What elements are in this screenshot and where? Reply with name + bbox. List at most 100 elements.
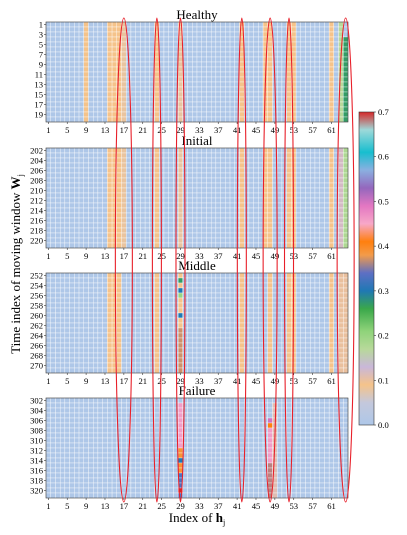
heatmap-cell: [187, 51, 193, 58]
heatmap-cell: [225, 51, 231, 58]
heatmap-cell: [295, 242, 301, 249]
heatmap-cell: [286, 337, 292, 344]
heatmap-cell: [314, 427, 320, 434]
heatmap-cell: [305, 46, 311, 53]
heatmap-cell: [305, 297, 311, 304]
heatmap-cell: [248, 447, 254, 454]
heatmap-cell: [201, 367, 207, 374]
heatmap-cell: [50, 222, 56, 229]
heatmap-cell: [55, 397, 61, 404]
heatmap-cell: [286, 192, 292, 199]
heatmap-cell: [286, 71, 292, 78]
heatmap-cell: [201, 31, 207, 38]
heatmap-cell: [305, 277, 311, 284]
heatmap-cell: [135, 71, 141, 78]
heatmap-cell: [192, 407, 198, 414]
heatmap-cell: [210, 452, 217, 459]
heatmap-cell: [168, 227, 174, 234]
heatmap-cell: [328, 422, 335, 429]
heatmap-cell: [74, 327, 80, 334]
heatmap-cell: [50, 362, 56, 369]
heatmap-cell: [253, 116, 259, 123]
heatmap-cell: [328, 277, 335, 284]
heatmap-cell: [126, 222, 132, 229]
heatmap-cell: [295, 407, 301, 414]
heatmap-cell: [328, 302, 335, 309]
y-tick-label: 212: [30, 196, 43, 206]
heatmap-cell: [154, 86, 160, 93]
heatmap-cell: [295, 21, 301, 28]
heatmap-cell: [88, 197, 94, 204]
heatmap-cell: [319, 367, 325, 374]
heatmap-cell: [225, 412, 231, 419]
heatmap-cell: [74, 272, 80, 279]
heatmap-cell: [55, 317, 61, 324]
heatmap-cell: [239, 437, 245, 444]
heatmap-cell: [286, 152, 292, 159]
heatmap-cell: [210, 432, 217, 439]
heatmap-cell: [267, 407, 273, 414]
heatmap-cell: [163, 417, 169, 424]
heatmap-cell: [177, 422, 184, 429]
heatmap-cell: [324, 327, 330, 334]
heatmap-cell: [210, 182, 217, 189]
heatmap-cell: [258, 96, 264, 103]
heatmap-cell: [107, 232, 113, 239]
heatmap-cell: [220, 81, 226, 88]
heatmap-cell: [225, 317, 231, 324]
heatmap-cell: [163, 217, 169, 224]
heatmap-cell: [267, 187, 273, 194]
heatmap-cell: [144, 192, 150, 199]
heatmap-cell: [64, 457, 70, 464]
heatmap-cell: [59, 242, 66, 249]
heatmap-cell: [187, 227, 193, 234]
heatmap-cell: [258, 297, 264, 304]
heatmap-cell: [97, 427, 103, 434]
heatmap-cell: [220, 322, 226, 329]
heatmap-cell: [338, 172, 344, 179]
heatmap-cell: [59, 106, 66, 113]
heatmap-cell: [192, 61, 198, 68]
heatmap-cell: [201, 76, 207, 83]
heatmap-cell: [324, 297, 330, 304]
heatmap-cell: [220, 101, 226, 108]
heatmap-cell: [107, 86, 113, 93]
heatmap-cell: [55, 71, 61, 78]
heatmap-cell: [135, 217, 141, 224]
heatmap-cell: [248, 272, 254, 279]
heatmap-cell: [239, 86, 245, 93]
heatmap-cell: [130, 106, 136, 113]
heatmap-cell: [168, 397, 174, 404]
heatmap-cell: [239, 277, 245, 284]
heatmap-cell: [45, 237, 51, 244]
y-tick-label: 256: [30, 291, 44, 301]
heatmap-cell: [239, 322, 245, 329]
heatmap-cell: [154, 81, 160, 88]
heatmap-cell: [154, 302, 160, 309]
heatmap-cell: [45, 412, 51, 419]
heatmap-cell: [239, 51, 245, 58]
y-tick-label: 218: [30, 226, 43, 236]
heatmap-cell: [210, 61, 217, 68]
heatmap-cell: [173, 26, 179, 33]
heatmap-cell: [267, 31, 273, 38]
heatmap-cell: [163, 222, 169, 229]
heatmap-cell: [201, 227, 207, 234]
heatmap-cell: [253, 167, 259, 174]
heatmap-cell: [135, 272, 141, 279]
heatmap-cell: [126, 172, 132, 179]
heatmap-cell: [229, 442, 235, 449]
heatmap-cell: [64, 172, 70, 179]
heatmap-cell: [69, 472, 75, 479]
heatmap-cell: [201, 327, 207, 334]
heatmap-cell: [111, 46, 117, 53]
heatmap-cell: [215, 212, 221, 219]
heatmap-cell: [328, 357, 335, 364]
heatmap-cell: [244, 26, 250, 33]
heatmap-cell: [324, 312, 330, 319]
heatmap-cell: [310, 56, 316, 63]
heatmap-cell: [45, 26, 51, 33]
heatmap-cell: [343, 26, 349, 33]
heatmap-cell: [229, 61, 235, 68]
heatmap-cell: [267, 157, 273, 164]
